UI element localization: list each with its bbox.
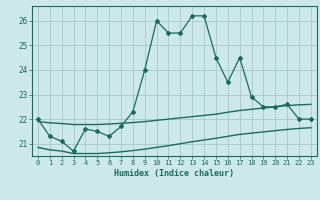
X-axis label: Humidex (Indice chaleur): Humidex (Indice chaleur) bbox=[115, 169, 234, 178]
